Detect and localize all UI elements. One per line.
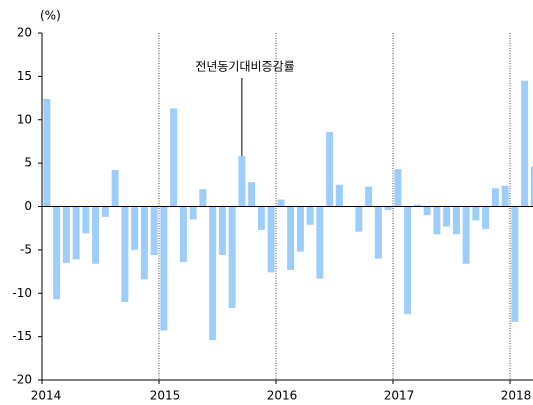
bar	[335, 184, 343, 207]
x-tick-label: 2018	[501, 389, 532, 403]
bar	[433, 206, 441, 235]
bar	[316, 206, 324, 279]
bar	[170, 108, 178, 207]
bar	[384, 206, 392, 210]
bar	[452, 206, 460, 235]
bar	[521, 80, 529, 207]
bar	[199, 189, 207, 207]
bar	[140, 206, 148, 280]
bar	[462, 206, 470, 264]
y-tick-label: 10	[17, 112, 32, 126]
bar	[491, 188, 499, 207]
bar	[131, 206, 139, 250]
bar	[530, 166, 533, 207]
bar	[82, 206, 90, 234]
annotation: 전년동기대비증감률	[195, 60, 294, 74]
y-tick-label: -20	[12, 373, 32, 387]
bar	[413, 204, 421, 207]
y-tick-label: -15	[12, 329, 32, 343]
bar	[189, 206, 197, 220]
bar	[443, 206, 451, 227]
bar	[179, 206, 187, 263]
bar	[365, 186, 373, 207]
bar	[228, 206, 236, 308]
x-tick-label: 2014	[31, 389, 62, 403]
bar	[511, 206, 519, 322]
bar	[111, 170, 119, 207]
x-tick-label: 2015	[150, 389, 181, 403]
plot-area	[43, 80, 533, 341]
bar	[150, 206, 158, 256]
y-axis-label: (%)	[40, 9, 61, 23]
bar	[287, 206, 295, 270]
bar	[257, 206, 265, 230]
bar	[296, 206, 304, 252]
y-tick-label: -5	[20, 242, 32, 256]
bar	[121, 206, 129, 302]
y-tick-label: 5	[24, 156, 32, 170]
bar	[43, 98, 51, 207]
bar	[72, 206, 80, 260]
y-tick-label: 0	[24, 199, 32, 213]
bar	[277, 199, 285, 207]
y-tick-label: -10	[12, 286, 32, 300]
x-tick-label: 2017	[384, 389, 415, 403]
bar	[423, 206, 431, 216]
bar	[248, 182, 256, 207]
bar	[62, 206, 70, 263]
bar	[209, 206, 217, 341]
bar	[101, 206, 109, 217]
bar	[394, 169, 402, 207]
bar	[218, 206, 226, 256]
y-tick-label: 20	[17, 26, 32, 40]
bar	[374, 206, 382, 259]
bar	[160, 206, 168, 331]
bar	[53, 206, 61, 300]
bar	[355, 206, 363, 232]
bar	[482, 206, 490, 230]
bar	[501, 185, 509, 207]
bar	[326, 131, 334, 207]
bar	[404, 206, 412, 315]
bar	[238, 156, 246, 207]
x-tick-label: 2016	[267, 389, 298, 403]
bar	[267, 206, 275, 273]
y-tick-label: 15	[17, 69, 32, 83]
bar	[92, 206, 100, 264]
bar	[472, 206, 480, 221]
bar	[306, 206, 314, 225]
